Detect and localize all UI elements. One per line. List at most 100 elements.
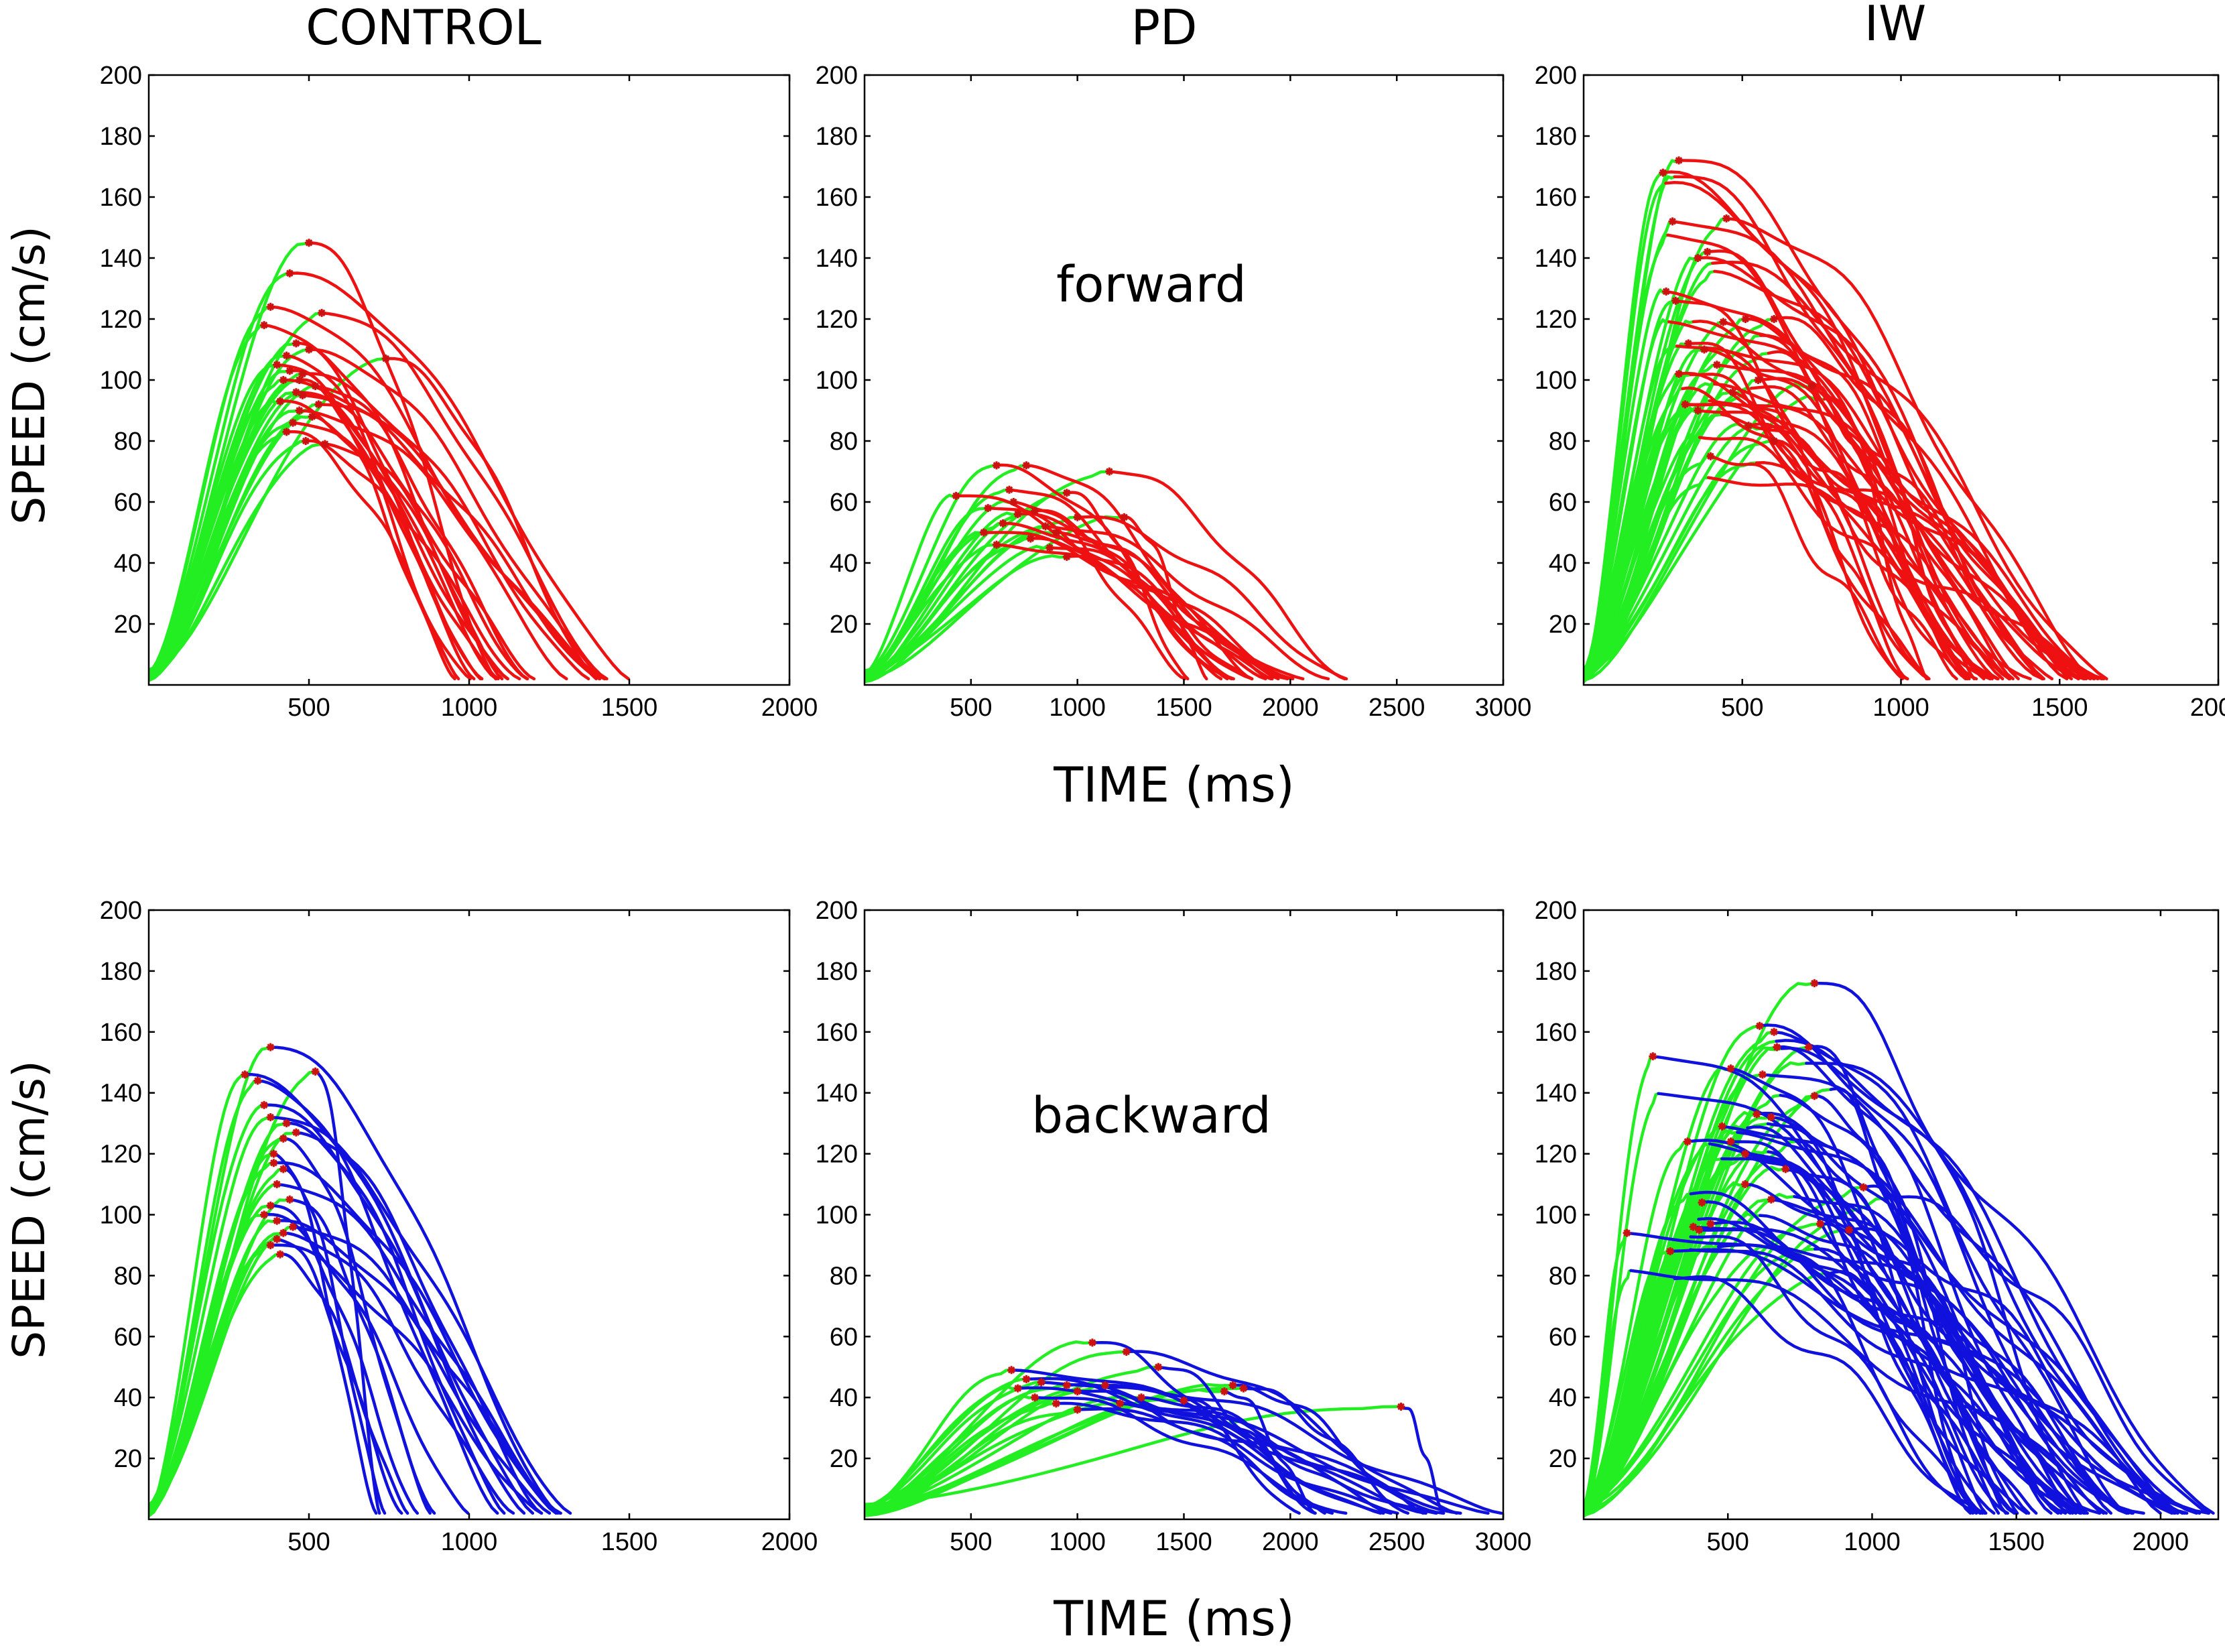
x-tick-label: 2500	[1369, 1528, 1425, 1556]
peak-marker	[282, 1119, 291, 1128]
deceleration-trace	[1772, 316, 2044, 681]
deceleration-trace	[1016, 1386, 1490, 1515]
peak-marker	[253, 1076, 262, 1085]
peak-marker	[979, 528, 988, 537]
y-tick-label: 60	[830, 489, 858, 517]
acceleration-trace	[865, 543, 999, 673]
deceleration-trace	[269, 1115, 572, 1515]
peak-marker	[1753, 1110, 1761, 1119]
y-tick-label: 200	[1535, 897, 1577, 925]
peak-marker	[1659, 168, 1667, 177]
deceleration-trace	[1746, 1125, 2031, 1515]
x-tick-label: 3000	[1475, 1528, 1532, 1556]
peak-marker	[1754, 376, 1763, 384]
y-tick-label: 80	[114, 428, 142, 456]
y-tick-label: 40	[114, 1384, 142, 1412]
peak-marker	[1718, 1122, 1726, 1131]
peak-markers	[1007, 1338, 1405, 1414]
y-tick-label: 140	[816, 1080, 858, 1108]
peak-marker	[1052, 528, 1060, 537]
peak-marker	[1397, 1402, 1405, 1411]
acceleration-trace	[1584, 454, 1712, 672]
deceleration-trace	[301, 372, 590, 681]
column-title-iw: IW	[1864, 0, 1926, 52]
y-tick-label: 80	[830, 1262, 858, 1290]
deceleration-trace	[1757, 377, 2054, 681]
acceleration-trace	[1584, 372, 1681, 675]
y-tick-label: 140	[816, 245, 858, 273]
peak-marker	[1154, 1362, 1163, 1371]
peak-marker	[1031, 1393, 1039, 1402]
deceleration-trace	[1242, 1387, 1410, 1515]
x-tick-label: 500	[1721, 694, 1763, 722]
x-tick-label: 1000	[441, 1528, 498, 1556]
peak-marker	[289, 1222, 298, 1231]
deceleration-trace	[1823, 396, 1976, 681]
peak-marker	[1116, 1399, 1125, 1408]
deceleration-trace	[1009, 1369, 1427, 1515]
peak-marker	[1722, 214, 1731, 223]
peak-marker	[1698, 1198, 1706, 1207]
peak-marker	[992, 461, 1001, 470]
deceleration-trace	[1755, 461, 2096, 681]
deceleration-trace	[285, 1121, 506, 1515]
peak-marker	[1045, 544, 1054, 552]
peak-marker	[1767, 1195, 1775, 1204]
deceleration-traces	[1625, 981, 2215, 1515]
y-tick-label: 20	[114, 1445, 142, 1473]
peak-marker	[285, 367, 294, 375]
y-tick-label: 160	[816, 1019, 858, 1047]
x-tick-label: 2000	[1262, 694, 1319, 722]
deceleration-trace	[1743, 1182, 2016, 1515]
y-tick-label: 80	[1549, 1262, 1577, 1290]
x-tick-label: 1000	[1049, 694, 1106, 722]
peak-markers	[952, 461, 1129, 561]
deceleration-trace	[1743, 1152, 1982, 1515]
peak-marker	[1662, 288, 1671, 296]
y-tick-label: 180	[100, 958, 142, 986]
y-tick-label: 160	[100, 184, 142, 212]
y-tick-label: 100	[100, 367, 142, 395]
deceleration-trace	[1076, 515, 1348, 681]
acceleration-trace	[1584, 1228, 1851, 1517]
y-tick-label: 80	[114, 1262, 142, 1290]
deceleration-trace	[1118, 1402, 1445, 1515]
y-tick-label: 100	[1535, 1202, 1577, 1230]
x-tick-label: 1500	[1988, 1528, 2045, 1556]
peak-marker	[1758, 1070, 1767, 1079]
peak-marker	[1810, 1092, 1819, 1100]
peak-marker	[1239, 1384, 1248, 1393]
acceleration-trace	[149, 369, 292, 674]
deceleration-trace	[1885, 1195, 2210, 1515]
x-tick-label: 2000	[761, 694, 818, 722]
peak-markers	[241, 1043, 320, 1259]
deceleration-trace	[1182, 1398, 1326, 1515]
peak-marker	[1689, 1222, 1698, 1231]
panel-iw-backward: 20 40 60 80 100 120 140 160 180 200 500 1000 1500 200…	[1535, 897, 2220, 1556]
y-tick-label: 20	[830, 611, 858, 639]
peak-marker	[273, 361, 281, 369]
peak-marker	[241, 1070, 249, 1079]
deceleration-trace	[310, 415, 456, 681]
x-tick-label: 500	[950, 694, 992, 722]
peak-markers	[1659, 156, 1816, 460]
peak-marker	[305, 345, 313, 354]
deceleration-trace	[1697, 1228, 2082, 1515]
deceleration-trace	[317, 403, 602, 681]
peak-marker	[1741, 315, 1750, 323]
y-tick-label: 200	[100, 62, 142, 90]
panel-control-forward: 20 40 60 80 100 120 140 160 180 200 500 1000 1500 200…	[100, 62, 818, 722]
peak-marker	[1073, 1405, 1082, 1414]
deceleration-trace	[1688, 403, 1999, 681]
acceleration-trace	[1584, 1150, 1770, 1517]
deceleration-trace	[1108, 470, 1346, 681]
y-tick-label: 160	[1535, 184, 1577, 212]
y-tick-label: 40	[830, 1384, 858, 1412]
acceleration-trace	[1584, 1277, 1677, 1509]
peak-marker	[952, 491, 960, 500]
y-tick-label: 160	[816, 184, 858, 212]
deceleration-trace	[281, 1137, 432, 1515]
peak-marker	[1073, 1387, 1082, 1396]
peak-marker	[1810, 979, 1819, 988]
peak-marker	[266, 1113, 275, 1122]
